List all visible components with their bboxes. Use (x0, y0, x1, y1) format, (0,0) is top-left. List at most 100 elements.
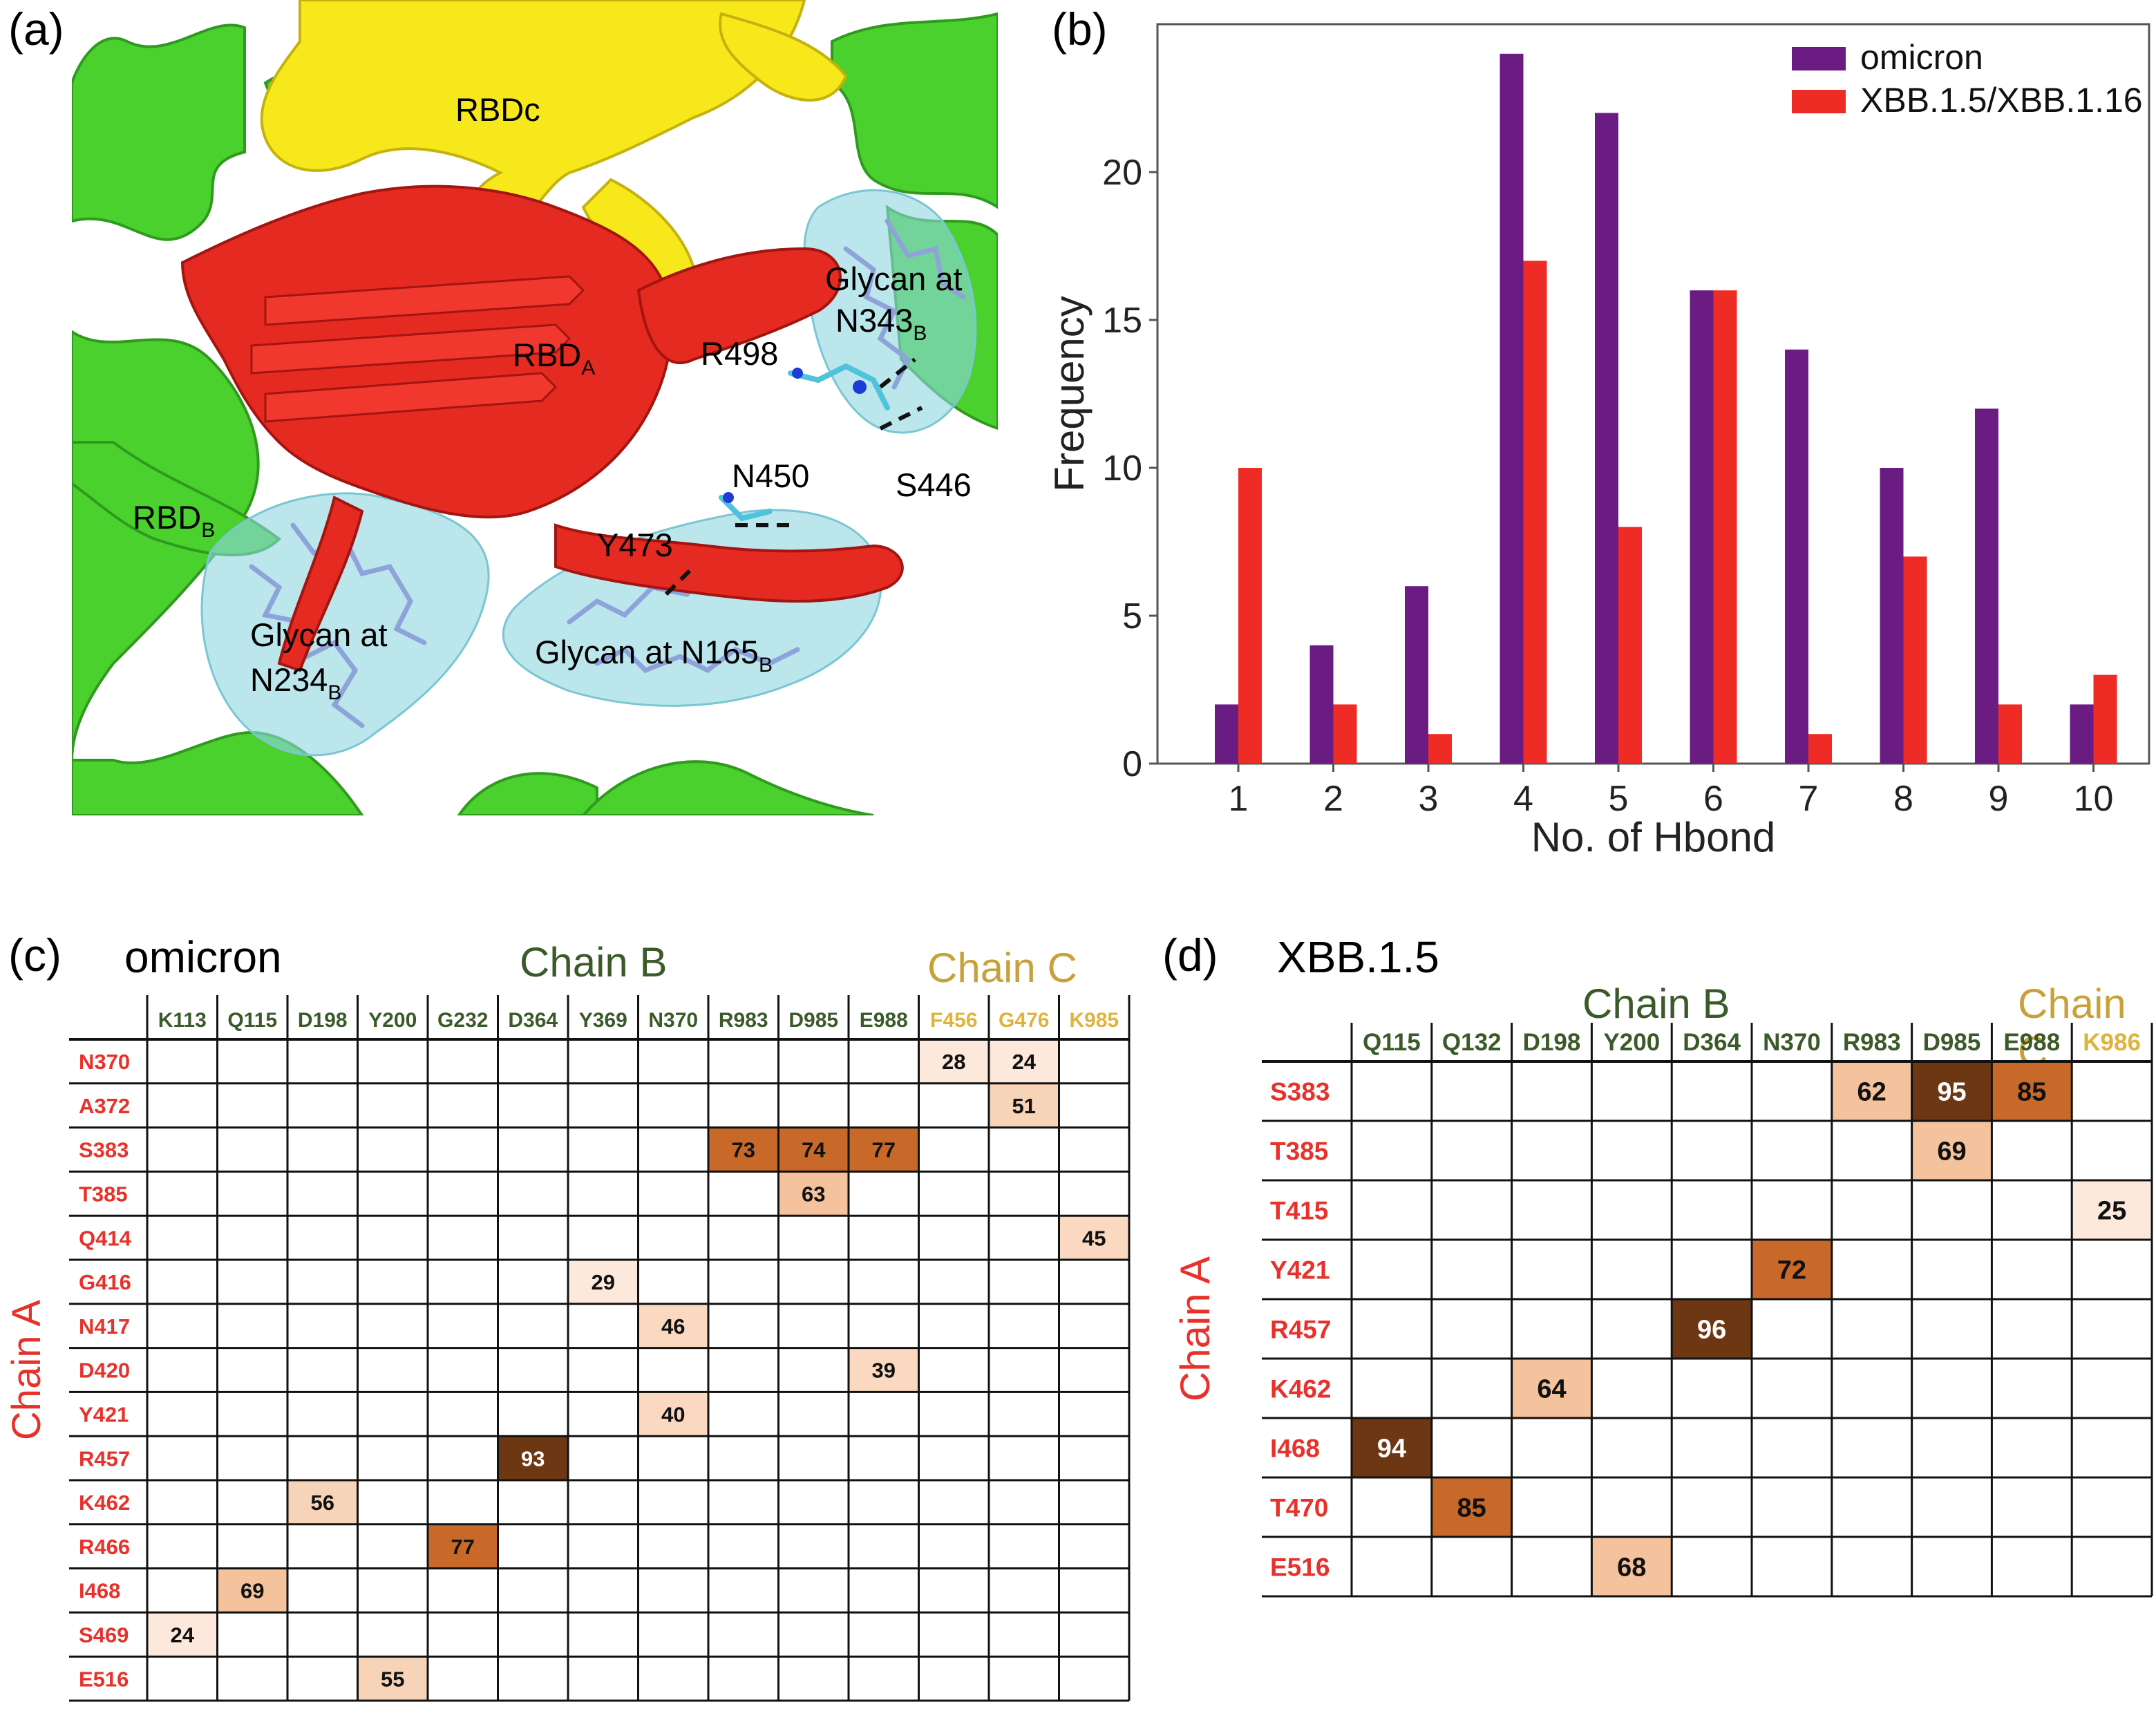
x-tick-label: 4 (1513, 779, 1533, 819)
column-header: Y200 (368, 1009, 417, 1032)
row-label: T385 (79, 1182, 128, 1206)
label-rbdb: RBDB (133, 499, 215, 542)
heatmap-omicron: K113 Q115 D198 Y200 G232 D364 Y369 N370 R983 D985… (4, 995, 1131, 1702)
bar-xbb (1238, 468, 1262, 764)
bar-xbb (1523, 261, 1547, 764)
panel-label-a: (a) (8, 3, 64, 55)
heat-cell (147, 1612, 218, 1657)
heat-cell (1352, 1418, 1432, 1477)
row-axis-label: Chain A (1172, 1256, 1218, 1401)
heat-cell (638, 1303, 708, 1348)
heatmap-c-chain-b: Chain B (520, 939, 668, 985)
heatmap-xbb: Q115 Q132 D198 Y200 D364 N370 R983 D985 E988 K986… (1172, 1023, 2153, 1598)
y-tick-label: 5 (1122, 596, 1142, 636)
bar-omicron (1405, 586, 1428, 764)
column-header: F456 (930, 1009, 977, 1032)
column-header: K985 (1069, 1009, 1119, 1032)
heat-cell (1672, 1299, 1752, 1359)
label-glycan-n343-line1: Glycan at (825, 261, 963, 297)
bar-omicron (1215, 704, 1238, 764)
heat-cell-value: 95 (1937, 1078, 1966, 1107)
heat-cell-value: 77 (872, 1138, 896, 1162)
column-header: E988 (2003, 1029, 2060, 1056)
bar-xbb (1428, 734, 1452, 764)
panel-label-c: (c) (8, 929, 62, 981)
heatmap-c-chain-c: Chain C (927, 945, 1077, 991)
heat-cell-value: 69 (240, 1579, 264, 1603)
heat-cell (1911, 1121, 1992, 1180)
x-tick-label: 7 (1799, 779, 1819, 819)
label-rbdc: RBDc (455, 91, 540, 128)
panel-label-b: (b) (1052, 3, 1108, 55)
column-header: D364 (1683, 1029, 1741, 1056)
heat-cell (1992, 1061, 2072, 1121)
row-label: G416 (79, 1270, 131, 1294)
column-header: N370 (1763, 1029, 1821, 1056)
heat-cell-value: 24 (171, 1623, 195, 1647)
row-label: I468 (79, 1579, 120, 1603)
residue-sticks (719, 363, 890, 522)
row-label: T415 (1270, 1196, 1328, 1225)
column-header: G232 (437, 1009, 488, 1032)
x-tick-label: 2 (1323, 779, 1343, 819)
row-label: N370 (79, 1050, 130, 1074)
x-tick-label: 10 (2074, 779, 2114, 819)
row-label: K462 (79, 1491, 130, 1515)
bar-omicron (1975, 408, 1998, 764)
row-axis-label: Chain A (4, 1300, 49, 1440)
column-header: Y200 (1603, 1029, 1660, 1056)
heat-cell-value: 56 (311, 1491, 334, 1515)
heat-cell (638, 1392, 708, 1437)
heat-cell (1431, 1477, 1512, 1537)
column-header: R983 (1843, 1029, 1901, 1056)
hbond-bar-chart: 0 5 10 15 20 1 2 3 4 5 6 7 8 9 10 No. of Hbond Frequency… (1046, 23, 2150, 860)
column-header: D198 (1523, 1029, 1581, 1056)
bar-xbb (1903, 556, 1927, 764)
row-label: A372 (79, 1094, 130, 1118)
bar-omicron (2070, 704, 2094, 764)
column-header: D985 (788, 1009, 838, 1032)
row-label: S469 (79, 1623, 129, 1647)
heat-cell (708, 1127, 779, 1172)
bar-omicron (1595, 113, 1618, 764)
heatmap-d-chain-b: Chain B (1582, 981, 1730, 1027)
heat-cell-value: 45 (1082, 1226, 1106, 1250)
heat-cell-value: 69 (1937, 1137, 1966, 1166)
bar-xbb (1713, 290, 1737, 764)
row-label: T385 (1270, 1137, 1328, 1165)
heat-cell (357, 1656, 428, 1701)
bar-omicron (1690, 290, 1714, 764)
label-s446: S446 (896, 466, 972, 503)
heat-cell (849, 1348, 919, 1392)
row-label: N417 (79, 1314, 130, 1339)
bar-omicron (1785, 349, 1808, 764)
bar-xbb (1808, 734, 1832, 764)
row-label: R457 (79, 1446, 130, 1471)
chain-a-strands (250, 275, 585, 423)
row-label: S383 (79, 1138, 129, 1162)
column-header: N370 (648, 1009, 698, 1032)
heat-cell-value: 96 (1697, 1316, 1726, 1345)
y-tick-label: 15 (1102, 301, 1142, 341)
heat-cell (428, 1524, 498, 1569)
heat-cell (1831, 1061, 1912, 1121)
molecule-render: RBDc RBDA R498 Glycan at N343B N450 S446… (72, 0, 998, 815)
row-label: Y421 (79, 1402, 129, 1426)
legend-swatch-omicron (1792, 47, 1846, 70)
x-tick-label: 1 (1229, 779, 1249, 819)
heat-cell (1059, 1216, 1129, 1260)
heat-cell-value: 73 (732, 1138, 755, 1162)
label-glycan-n343-line2: N343B (835, 302, 927, 345)
heatmap-c-title: omicron (124, 932, 282, 982)
row-label: S383 (1270, 1077, 1330, 1106)
x-tick-label: 5 (1609, 779, 1629, 819)
heat-cell (1591, 1537, 1672, 1596)
heat-cell (778, 1171, 849, 1216)
heat-cell (2072, 1180, 2152, 1240)
heat-cell-value: 55 (381, 1667, 404, 1691)
heatmap-d-title: XBB.1.5 (1277, 932, 1439, 982)
column-header: D985 (1923, 1029, 1981, 1056)
heat-cell-value: 72 (1777, 1256, 1806, 1285)
column-header: Y369 (579, 1009, 627, 1032)
y-axis-title: Frequency (1046, 296, 1093, 491)
